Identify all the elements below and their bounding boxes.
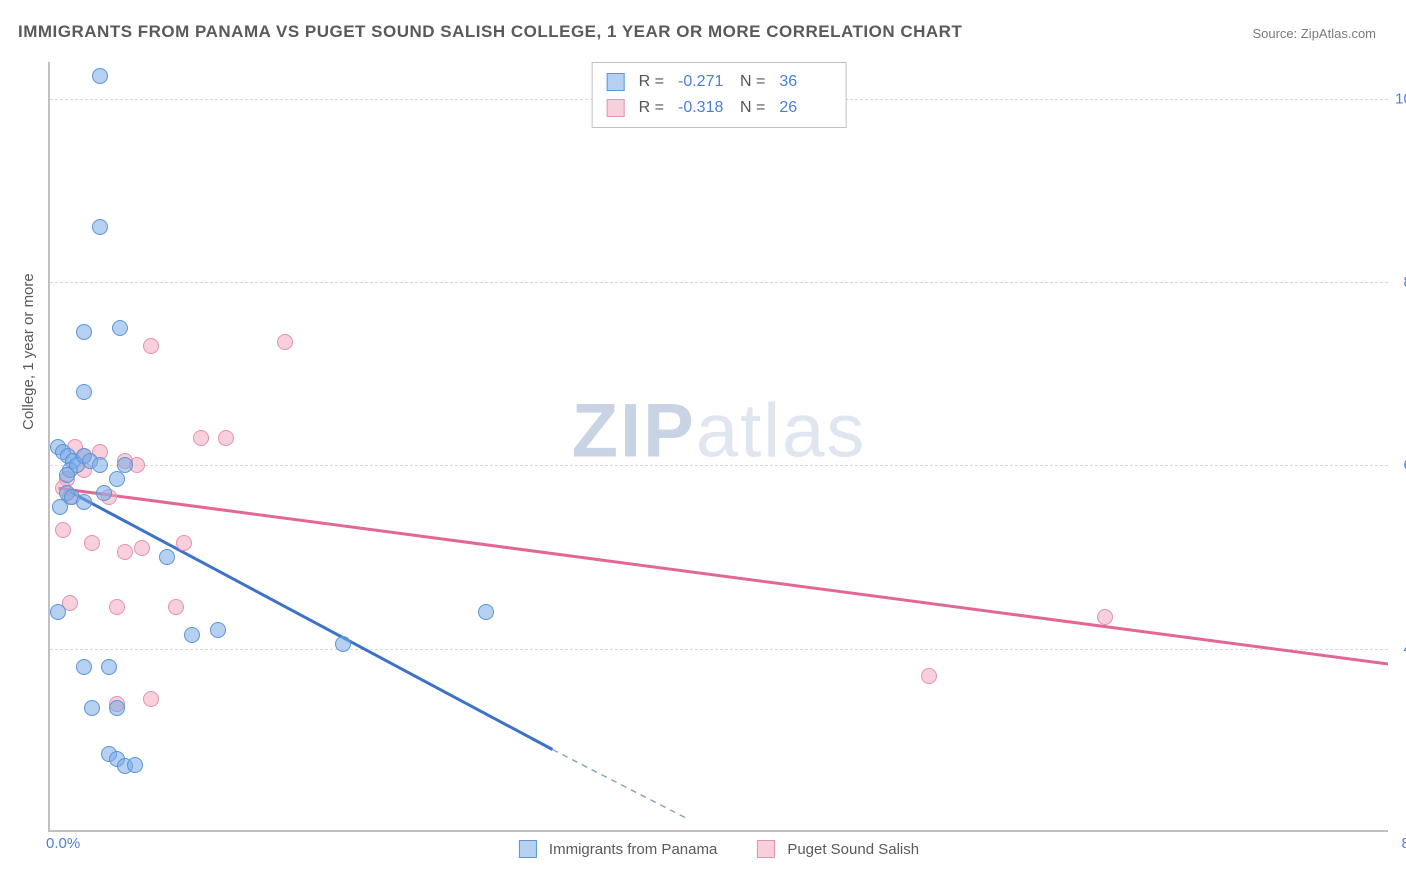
data-point xyxy=(210,622,226,638)
chart-area: ZIPatlas 40.0%60.0%80.0%100.0% R = -0.27… xyxy=(48,62,1388,832)
legend-label-a: Immigrants from Panama xyxy=(549,841,717,858)
correlation-legend: R = -0.271 N = 36 R = -0.318 N = 26 xyxy=(592,62,847,128)
data-point xyxy=(112,320,128,336)
gridline xyxy=(50,649,1388,650)
data-point xyxy=(184,627,200,643)
data-point xyxy=(193,430,209,446)
y-tick-label: 100.0% xyxy=(1395,90,1406,107)
data-point xyxy=(92,219,108,235)
source-label: Source: ZipAtlas.com xyxy=(1252,26,1376,41)
data-point xyxy=(159,549,175,565)
data-point xyxy=(168,599,184,615)
r-label-a: R = xyxy=(639,69,664,95)
data-point xyxy=(117,544,133,560)
legend-item-a: Immigrants from Panama xyxy=(519,840,717,858)
data-point xyxy=(143,691,159,707)
r-value-b: -0.318 xyxy=(678,95,730,121)
swatch-blue-icon xyxy=(607,73,625,91)
data-point xyxy=(50,604,66,620)
series-legend: Immigrants from Panama Puget Sound Salis… xyxy=(519,840,919,858)
gridline xyxy=(50,282,1388,283)
data-point xyxy=(335,636,351,652)
data-point xyxy=(277,334,293,350)
legend-label-b: Puget Sound Salish xyxy=(787,841,919,858)
legend-row-b: R = -0.318 N = 26 xyxy=(607,95,832,121)
r-label-b: R = xyxy=(639,95,664,121)
legend-item-b: Puget Sound Salish xyxy=(757,840,919,858)
data-point xyxy=(101,659,117,675)
gridline xyxy=(50,465,1388,466)
data-point xyxy=(76,494,92,510)
swatch-pink-icon xyxy=(757,840,775,858)
x-tick-right: 80.0% xyxy=(1401,835,1406,852)
y-axis-label: College, 1 year or more xyxy=(20,273,37,430)
data-point xyxy=(96,485,112,501)
data-point xyxy=(55,522,71,538)
n-label-a: N = xyxy=(740,69,765,95)
x-tick-left: 0.0% xyxy=(46,835,80,852)
data-point xyxy=(76,384,92,400)
swatch-pink-icon xyxy=(607,99,625,117)
swatch-blue-icon xyxy=(519,840,537,858)
data-point xyxy=(59,467,75,483)
n-value-a: 36 xyxy=(779,69,831,95)
data-point xyxy=(76,659,92,675)
n-value-b: 26 xyxy=(779,95,831,121)
data-point xyxy=(84,535,100,551)
data-point xyxy=(52,499,68,515)
data-point xyxy=(92,457,108,473)
data-point xyxy=(921,668,937,684)
data-point xyxy=(176,535,192,551)
data-point xyxy=(109,599,125,615)
watermark: ZIPatlas xyxy=(572,387,867,474)
data-point xyxy=(134,540,150,556)
data-point xyxy=(218,430,234,446)
legend-row-a: R = -0.271 N = 36 xyxy=(607,69,832,95)
data-point xyxy=(1097,609,1113,625)
r-value-a: -0.271 xyxy=(678,69,730,95)
data-point xyxy=(76,324,92,340)
data-point xyxy=(109,471,125,487)
trend-lines xyxy=(50,62,1388,830)
watermark-bold: ZIP xyxy=(572,388,696,473)
data-point xyxy=(109,700,125,716)
data-point xyxy=(478,604,494,620)
n-label-b: N = xyxy=(740,95,765,121)
data-point xyxy=(127,757,143,773)
data-point xyxy=(143,338,159,354)
watermark-light: atlas xyxy=(696,388,867,473)
data-point xyxy=(84,700,100,716)
chart-title: IMMIGRANTS FROM PANAMA VS PUGET SOUND SA… xyxy=(18,22,962,42)
data-point xyxy=(92,68,108,84)
